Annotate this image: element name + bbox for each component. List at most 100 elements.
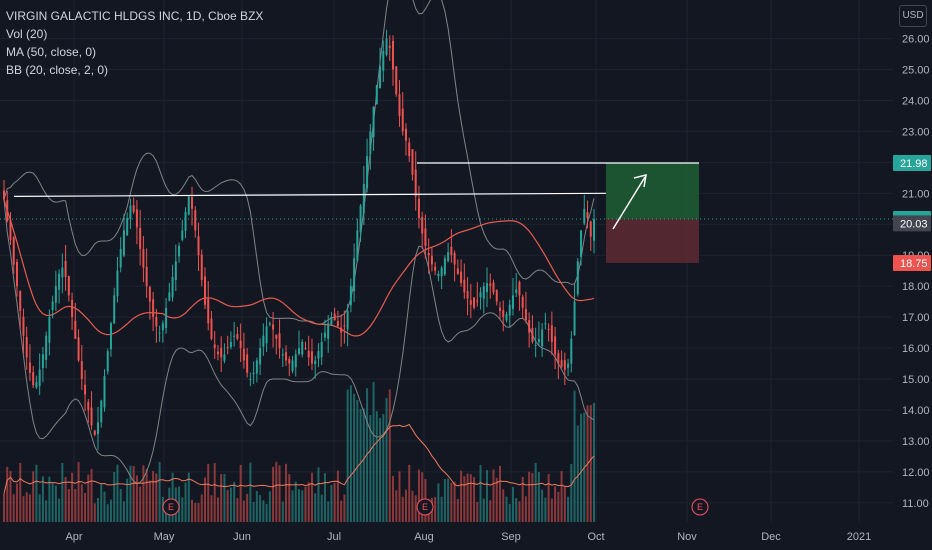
x-axis-tick-label: May [154, 531, 175, 543]
candle-body [307, 350, 310, 358]
candle-body [411, 149, 414, 175]
volume-moving-average-line [3, 423, 595, 494]
target-profit-zone[interactable] [606, 162, 699, 220]
volume-bar [492, 469, 495, 522]
candle-body [168, 292, 171, 301]
candle-body [200, 254, 203, 280]
volume-bar [411, 490, 414, 522]
candle-body [421, 217, 424, 234]
volume-bar [285, 463, 288, 522]
projection-arrow[interactable] [612, 176, 646, 230]
candle-body [265, 326, 268, 344]
candle-body [272, 324, 275, 330]
candle-body [576, 261, 579, 295]
volume-bar [145, 468, 148, 522]
candle-body [327, 323, 330, 339]
volume-bar [194, 502, 197, 522]
arrow-head-icon [633, 173, 647, 188]
candle-body [223, 354, 226, 361]
x-axis-tick-label: Sep [501, 531, 521, 543]
volume-bar [320, 494, 323, 522]
candle-body [145, 266, 148, 287]
earnings-marker-icon[interactable] [416, 498, 434, 516]
candle-body [119, 249, 122, 268]
candle-body [366, 156, 369, 189]
volume-bar [48, 476, 51, 522]
earnings-marker-icon[interactable] [691, 498, 709, 516]
bollinger-upper-band [3, 0, 595, 325]
candle-body [41, 354, 44, 369]
volume-bar [291, 490, 294, 522]
volume-bar [87, 474, 90, 522]
volume-bar [187, 472, 190, 522]
candle-body [427, 252, 430, 256]
volume-bar [479, 465, 482, 522]
candle-body [35, 382, 38, 388]
volume-bar [216, 497, 219, 522]
candle-body [346, 310, 349, 330]
candle-body [298, 348, 300, 354]
volume-bar [236, 498, 239, 522]
candle-body [323, 332, 326, 338]
volume-bar [298, 489, 300, 522]
price-tag-label: 21.98 [900, 158, 928, 170]
candle-body [401, 108, 404, 132]
candle-body [84, 384, 87, 395]
volume-bar [330, 485, 333, 522]
earnings-marker-icon[interactable] [162, 498, 180, 516]
candle-body [9, 219, 12, 240]
volume-bar [6, 466, 9, 522]
volume-bar [103, 491, 106, 522]
volume-indicator-label[interactable]: Vol (20) [6, 27, 48, 41]
candle-body [51, 301, 54, 311]
bollinger-bands-label[interactable]: BB (20, close, 2, 0) [6, 63, 109, 77]
candle-body [58, 273, 61, 290]
candle-body [268, 323, 271, 325]
volume-bar [15, 483, 18, 522]
x-axis-tick-label: Aug [414, 531, 434, 543]
candle-body [369, 131, 372, 155]
volume-bar [97, 498, 100, 522]
volume-bar [25, 492, 28, 522]
volume-bar [366, 388, 369, 522]
candle-body [437, 273, 440, 277]
candle-body [12, 237, 15, 265]
candle-body [194, 210, 197, 231]
candle-body [197, 236, 200, 256]
candle-body [259, 348, 262, 365]
candle-body [165, 307, 168, 328]
candle-body [139, 228, 142, 250]
candle-body [408, 142, 411, 157]
resistance-trendline[interactable] [13, 192, 607, 198]
currency-button[interactable]: USD [899, 5, 927, 27]
candle-body [262, 335, 265, 347]
candle-body [583, 208, 586, 224]
candle-body [294, 354, 297, 368]
volume-bar [126, 478, 129, 522]
volume-bar [398, 471, 401, 522]
volume-bar [362, 408, 365, 522]
volume-bar [122, 501, 125, 522]
bollinger-lower-band [3, 199, 595, 484]
volume-bar [356, 399, 359, 522]
candle-body [456, 268, 459, 274]
candle-body [541, 329, 544, 347]
candle-body [116, 270, 119, 297]
candle-body [213, 344, 216, 349]
candle-body [447, 252, 450, 261]
volume-bar [54, 485, 57, 522]
candle-body [531, 328, 534, 342]
stop-loss-zone[interactable] [606, 219, 699, 263]
candle-body [210, 318, 213, 339]
volume-bar [275, 461, 278, 522]
volume-bar [80, 484, 83, 522]
candle-body [285, 352, 288, 361]
volume-bar [460, 470, 463, 522]
volume-bar [220, 474, 223, 522]
volume-bar [109, 499, 112, 522]
volume-bar [534, 463, 537, 522]
symbol-title[interactable]: VIRGIN GALACTIC HLDGS INC, 1D, Cboe BZX [6, 9, 264, 23]
moving-average-label[interactable]: MA (50, close, 0) [6, 45, 97, 59]
